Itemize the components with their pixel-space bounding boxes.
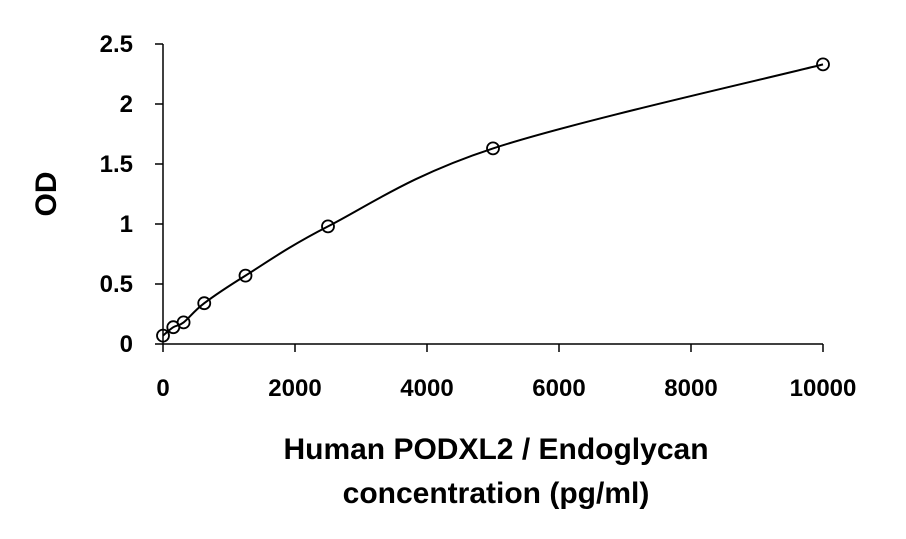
y-axis-title: OD — [30, 172, 63, 217]
x-tick-label: 2000 — [268, 375, 321, 402]
x-tick-label: 0 — [156, 375, 169, 402]
y-axis-ticks: 0 0.5 1 1.5 2 2.5 — [100, 31, 163, 358]
x-axis-title-line-2: concentration (pg/ml) — [343, 477, 650, 510]
data-point — [238, 268, 253, 283]
data-point — [816, 57, 830, 72]
data-point — [176, 315, 191, 330]
data-point — [321, 219, 335, 234]
x-axis-title-line-1: Human PODXL2 / Endoglycan — [283, 433, 708, 466]
y-tick-label: 2.5 — [100, 31, 133, 58]
x-tick-label: 8000 — [664, 375, 717, 402]
axes — [162, 44, 823, 345]
y-tick-label: 0 — [120, 331, 133, 358]
y-tick-label: 1 — [120, 211, 133, 238]
x-tick-label: 4000 — [400, 375, 453, 402]
x-axis-ticks: 0 2000 4000 6000 8000 10000 — [156, 344, 856, 402]
fit-curve-line — [162, 63, 824, 337]
data-points — [156, 57, 830, 343]
data-point — [197, 296, 212, 311]
y-tick-label: 2 — [120, 91, 133, 118]
data-point — [156, 328, 170, 343]
x-tick-label: 10000 — [790, 375, 857, 402]
y-tick-label: 1.5 — [100, 151, 133, 178]
x-tick-label: 6000 — [532, 375, 585, 402]
data-point — [486, 141, 500, 156]
y-tick-label: 0.5 — [100, 271, 133, 298]
